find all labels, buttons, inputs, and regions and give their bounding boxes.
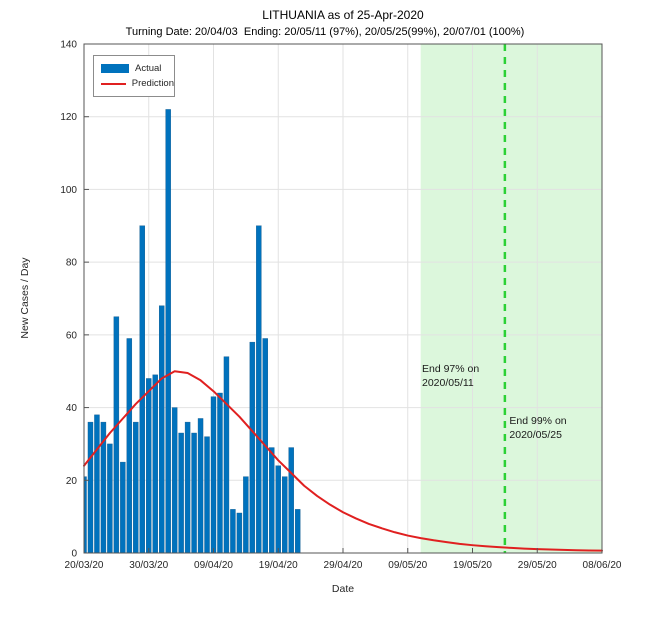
bar [191, 432, 197, 554]
x-tick-label: 29/04/20 [324, 560, 363, 571]
bar [223, 356, 230, 554]
x-tick-label: 29/05/20 [518, 560, 557, 571]
bar [204, 436, 210, 554]
y-tick-labels: 0 20 40 60 80 100 120 140 [60, 40, 77, 560]
bar [165, 109, 171, 554]
legend: Actual Prediction [93, 55, 175, 97]
actual-bars [83, 109, 301, 554]
bar [178, 432, 184, 554]
bar [243, 476, 249, 554]
x-tick-label: 09/05/20 [388, 560, 427, 571]
bar [197, 418, 204, 554]
legend-prediction-label: Prediction [131, 77, 174, 89]
prediction-line [83, 370, 603, 552]
bar [249, 341, 256, 554]
bar [275, 465, 281, 554]
annotation-end-99: End 99% on 2020/05/25 [509, 415, 567, 442]
y-tick-label: 60 [66, 330, 78, 341]
annotation-end-97: End 97% on 2020/05/11 [421, 363, 480, 390]
y-tick-label: 100 [60, 185, 77, 196]
bar [288, 447, 294, 554]
bar [152, 374, 158, 554]
y-tick-label: 40 [66, 403, 78, 414]
bar [94, 414, 100, 554]
bar [282, 476, 288, 554]
bar [210, 396, 217, 554]
y-tick-label: 120 [60, 112, 77, 123]
tick-marks [83, 43, 603, 554]
bar [236, 512, 243, 554]
chart-title: LITHUANIA as of 25-Apr-2020 [262, 8, 424, 22]
legend-prediction-swatch [101, 82, 126, 85]
x-axis-label: Date [331, 583, 355, 595]
y-tick-label: 140 [60, 40, 77, 51]
x-tick-label: 08/06/20 [583, 560, 622, 571]
bar [87, 421, 94, 554]
bar [126, 338, 133, 554]
bar [120, 461, 126, 554]
legend-actual-label: Actual [135, 62, 162, 74]
y-tick-label: 80 [66, 258, 78, 269]
bar [217, 392, 223, 554]
bar [107, 443, 113, 554]
bar [256, 225, 262, 554]
y-tick-label: 20 [66, 476, 78, 487]
bar [269, 447, 275, 554]
bar [294, 509, 301, 554]
y-axis-label: New Cases / Day [19, 257, 31, 339]
x-tick-labels: 20/03/20 30/03/20 09/04/20 19/04/20 29/04/20… [65, 560, 622, 571]
bar [171, 407, 178, 554]
x-tick-label: 19/04/20 [259, 560, 298, 571]
bar [158, 305, 165, 554]
bar [146, 378, 152, 554]
y-tick-label: 0 [71, 549, 77, 560]
bar [113, 316, 120, 554]
bar [139, 225, 145, 554]
x-tick-label: 09/04/20 [194, 560, 233, 571]
end-region [420, 44, 602, 553]
legend-item-actual: Actual [94, 64, 174, 74]
x-tick-label: 19/05/20 [453, 560, 492, 571]
legend-actual-swatch [101, 63, 129, 73]
legend-item-prediction: Prediction [94, 79, 174, 89]
bar [184, 421, 191, 554]
chart-subtitle: Turning Date: 20/04/03 Ending: 20/05/11 … [125, 26, 525, 38]
bar [230, 509, 236, 554]
x-tick-label: 30/03/20 [129, 560, 168, 571]
x-tick-label: 20/03/20 [65, 560, 104, 571]
bar [133, 421, 139, 554]
